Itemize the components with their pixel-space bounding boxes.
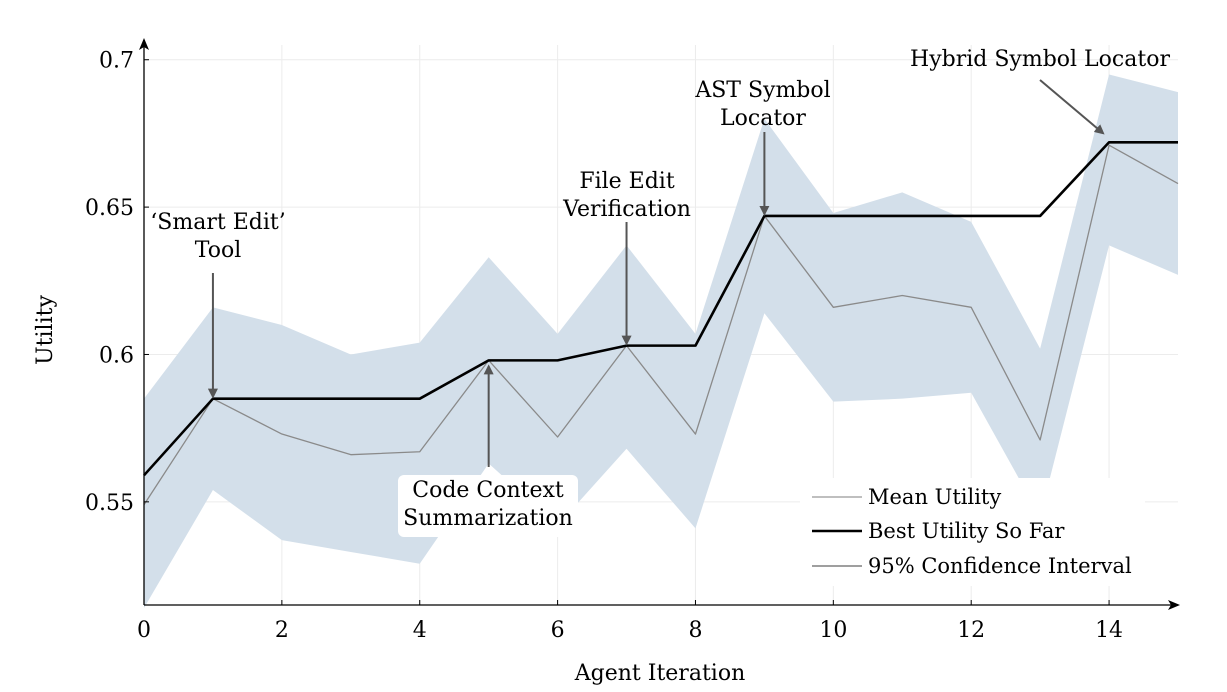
best-utility-so-far-line xyxy=(143,140,1178,477)
annotations: ‘Smart Edit’ Tool Code Context Summarizatio… xyxy=(150,47,1170,537)
annotation-label-4-0: Hybrid Symbol Locator xyxy=(910,47,1170,72)
legend-label-best-utility: Best Utility So Far xyxy=(868,519,1065,543)
x-tick-label-2: 2 xyxy=(275,618,289,643)
annotation-label-1-1: Summarization xyxy=(403,506,573,531)
annotation-1: Code Context Summarization xyxy=(398,364,578,537)
y-tick-label-2: 0.65 xyxy=(85,196,134,221)
annotation-label-1-0: Code Context xyxy=(412,478,564,503)
tick-labels: 0 2 4 6 8 10 12 14 0.55 0.6 0.65 0.7 xyxy=(85,49,1123,643)
x-tick-label-8: 8 xyxy=(688,618,702,643)
annotation-3: AST Symbol Locator xyxy=(694,78,831,216)
annotation-arrow-4 xyxy=(1039,79,1105,135)
legend-box xyxy=(800,478,1145,586)
annotation-label-2-0: File Edit xyxy=(579,169,675,194)
y-axis-label: Utility xyxy=(33,295,58,365)
x-tick-label-10: 10 xyxy=(819,618,847,643)
x-tick-label-0: 0 xyxy=(137,618,151,643)
annotation-label-0-1: Tool xyxy=(195,238,242,263)
confidence-interval-band xyxy=(144,74,1178,608)
axes xyxy=(139,38,1180,610)
y-tick-label-1: 0.6 xyxy=(99,343,134,368)
mean-utility-line xyxy=(143,144,1179,506)
annotation-2: File Edit Verification xyxy=(562,169,691,346)
series-lines xyxy=(143,140,1179,506)
annotation-label-3-0: AST Symbol xyxy=(694,78,830,103)
annotation-label-2-1: Verification xyxy=(562,197,691,222)
confidence-interval-area xyxy=(144,74,1178,608)
annotation-label-3-1: Locator xyxy=(720,106,806,131)
y-tick-label-3: 0.7 xyxy=(99,49,134,74)
legend: Mean Utility Best Utility So Far 95% Con… xyxy=(800,478,1145,586)
annotation-0: ‘Smart Edit’ Tool xyxy=(150,210,286,399)
annotation-label-0-0: ‘Smart Edit’ xyxy=(150,210,285,235)
legend-label-confidence-interval: 95% Confidence Interval xyxy=(868,554,1132,578)
y-tick-label-0: 0.55 xyxy=(85,491,134,516)
legend-label-mean-utility: Mean Utility xyxy=(868,485,1001,509)
annotation-4: Hybrid Symbol Locator xyxy=(910,47,1170,135)
annotation-box-1 xyxy=(398,475,578,537)
x-tick-label-4: 4 xyxy=(413,618,427,643)
x-tick-label-14: 14 xyxy=(1095,618,1123,643)
x-tick-label-6: 6 xyxy=(551,618,565,643)
x-axis-label: Agent Iteration xyxy=(574,661,745,686)
x-tick-label-12: 12 xyxy=(957,618,985,643)
